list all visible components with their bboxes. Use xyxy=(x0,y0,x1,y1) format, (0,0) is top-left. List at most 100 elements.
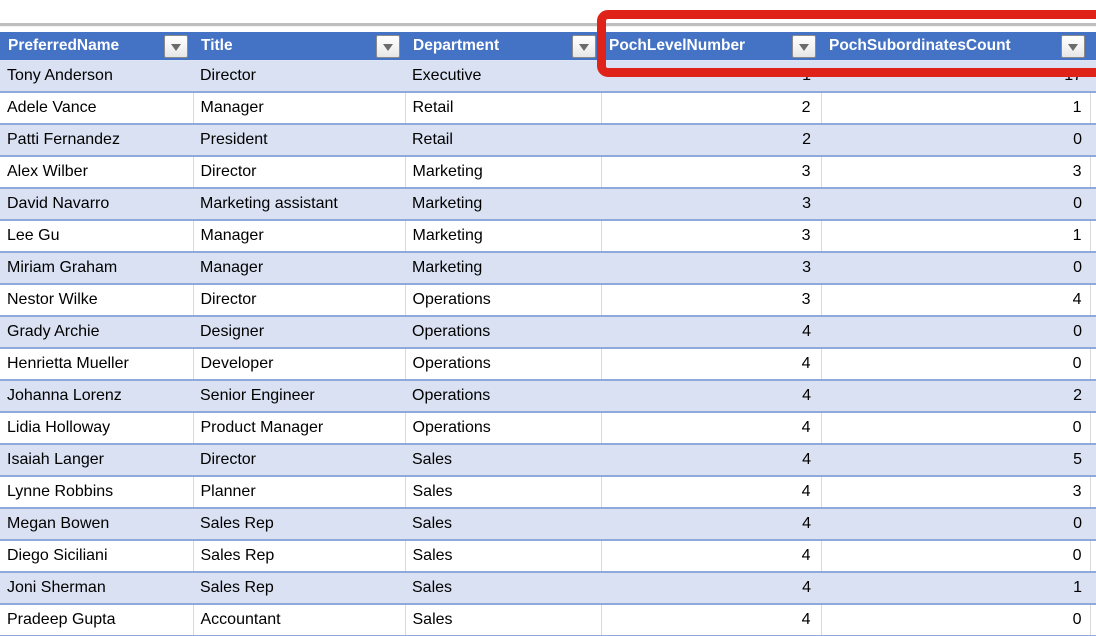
cell[interactable]: 1 xyxy=(601,60,821,93)
cell-sliver[interactable] xyxy=(1090,156,1096,189)
cell-sliver[interactable] xyxy=(1090,92,1096,125)
cell[interactable]: 3 xyxy=(821,156,1091,189)
cell-sliver[interactable] xyxy=(1090,508,1096,541)
cell[interactable]: Alex Wilber xyxy=(0,156,194,189)
cell[interactable]: Sales xyxy=(405,444,601,477)
cell[interactable]: 0 xyxy=(821,124,1090,157)
cell[interactable]: Lynne Robbins xyxy=(0,476,194,509)
filter-button-preferredname[interactable] xyxy=(164,35,188,58)
cell[interactable]: Developer xyxy=(193,348,406,381)
cell[interactable]: Sales xyxy=(405,540,602,573)
cell[interactable]: Operations xyxy=(405,348,602,381)
cell[interactable]: Designer xyxy=(193,316,405,349)
cell[interactable]: 4 xyxy=(601,316,821,349)
cell-sliver[interactable] xyxy=(1090,284,1096,317)
cell[interactable]: 2 xyxy=(821,380,1090,413)
cell-sliver[interactable] xyxy=(1090,476,1096,509)
cell[interactable]: Sales xyxy=(405,508,601,541)
cell-sliver[interactable] xyxy=(1090,220,1096,253)
cell-sliver[interactable] xyxy=(1090,348,1096,381)
column-header-preferredname[interactable]: PreferredName xyxy=(0,32,193,61)
cell[interactable]: 0 xyxy=(821,348,1091,381)
cell[interactable]: Retail xyxy=(405,92,602,125)
cell[interactable]: 3 xyxy=(601,188,821,221)
cell[interactable]: Johanna Lorenz xyxy=(0,380,193,413)
cell-sliver[interactable] xyxy=(1090,60,1096,93)
cell[interactable]: Operations xyxy=(405,380,601,413)
cell[interactable]: 0 xyxy=(821,412,1091,445)
cell[interactable]: Diego Siciliani xyxy=(0,540,194,573)
cell[interactable]: Manager xyxy=(193,220,406,253)
cell[interactable]: Pradeep Gupta xyxy=(0,604,194,636)
column-header-title[interactable]: Title xyxy=(193,32,405,61)
cell[interactable]: Sales Rep xyxy=(193,572,405,605)
cell[interactable]: Grady Archie xyxy=(0,316,193,349)
cell-sliver[interactable] xyxy=(1090,316,1096,349)
cell[interactable]: 2 xyxy=(601,124,821,157)
cell[interactable]: 0 xyxy=(821,508,1090,541)
cell[interactable]: Operations xyxy=(405,316,601,349)
cell[interactable]: Senior Engineer xyxy=(193,380,405,413)
cell[interactable]: Marketing xyxy=(405,252,601,285)
cell[interactable]: 4 xyxy=(601,380,821,413)
cell[interactable]: Marketing xyxy=(405,156,602,189)
cell[interactable]: 4 xyxy=(821,284,1091,317)
cell[interactable]: Adele Vance xyxy=(0,92,194,125)
cell[interactable]: 0 xyxy=(821,252,1090,285)
column-header-department[interactable]: Department xyxy=(405,32,601,61)
cell-sliver[interactable] xyxy=(1090,412,1096,445)
cell[interactable]: 3 xyxy=(601,284,822,317)
cell-sliver[interactable] xyxy=(1090,572,1096,605)
cell[interactable]: Executive xyxy=(405,60,601,93)
cell[interactable]: Director xyxy=(193,156,406,189)
cell[interactable]: Tony Anderson xyxy=(0,60,193,93)
cell-sliver[interactable] xyxy=(1090,252,1096,285)
cell-sliver[interactable] xyxy=(1090,540,1096,573)
cell[interactable]: 3 xyxy=(601,220,822,253)
cell[interactable]: Joni Sherman xyxy=(0,572,193,605)
cell[interactable]: Marketing xyxy=(405,220,602,253)
cell[interactable]: 0 xyxy=(821,604,1091,636)
cell[interactable]: Sales xyxy=(405,572,601,605)
cell[interactable]: 2 xyxy=(601,92,822,125)
filter-button-pochlevelnumber[interactable] xyxy=(792,35,816,58)
cell[interactable]: Henrietta Mueller xyxy=(0,348,194,381)
cell[interactable]: Marketing assistant xyxy=(193,188,405,221)
cell[interactable]: Sales xyxy=(405,604,602,636)
cell[interactable]: Lidia Holloway xyxy=(0,412,194,445)
cell[interactable]: Operations xyxy=(405,412,602,445)
cell[interactable]: Accountant xyxy=(193,604,406,636)
cell[interactable]: Sales Rep xyxy=(193,540,406,573)
cell[interactable]: Miriam Graham xyxy=(0,252,193,285)
cell[interactable]: Director xyxy=(193,60,405,93)
cell[interactable]: 17 xyxy=(821,60,1090,93)
cell[interactable]: Nestor Wilke xyxy=(0,284,194,317)
cell[interactable]: 3 xyxy=(821,476,1091,509)
cell[interactable]: 4 xyxy=(601,540,822,573)
cell[interactable]: President xyxy=(193,124,405,157)
filter-button-pochsubordinatescount[interactable] xyxy=(1061,35,1085,58)
cell[interactable]: Product Manager xyxy=(193,412,406,445)
cell[interactable]: Sales xyxy=(405,476,602,509)
cell[interactable]: 1 xyxy=(821,572,1090,605)
cell[interactable]: Planner xyxy=(193,476,406,509)
cell[interactable]: 0 xyxy=(821,540,1091,573)
cell[interactable]: Manager xyxy=(193,252,405,285)
column-header-pochsubordinatescount[interactable]: PochSubordinatesCount xyxy=(821,32,1090,61)
cell[interactable]: 4 xyxy=(601,572,821,605)
cell[interactable]: David Navarro xyxy=(0,188,193,221)
cell[interactable]: Operations xyxy=(405,284,602,317)
cell-sliver[interactable] xyxy=(1090,188,1096,221)
cell[interactable]: 1 xyxy=(821,220,1091,253)
cell[interactable]: 4 xyxy=(601,444,821,477)
cell[interactable]: 0 xyxy=(821,188,1090,221)
cell[interactable]: Megan Bowen xyxy=(0,508,193,541)
cell-sliver[interactable] xyxy=(1090,124,1096,157)
cell[interactable]: Marketing xyxy=(405,188,601,221)
cell[interactable]: Patti Fernandez xyxy=(0,124,193,157)
cell[interactable]: Director xyxy=(193,444,405,477)
cell[interactable]: 4 xyxy=(601,476,822,509)
cell[interactable]: 5 xyxy=(821,444,1090,477)
cell[interactable]: 4 xyxy=(601,412,822,445)
cell[interactable]: 3 xyxy=(601,252,821,285)
